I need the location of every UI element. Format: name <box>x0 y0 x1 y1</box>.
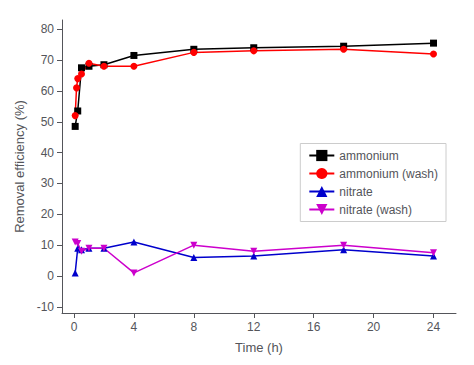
svg-text:40: 40 <box>41 146 55 160</box>
svg-text:4: 4 <box>131 320 138 334</box>
svg-text:-10: -10 <box>37 300 55 314</box>
svg-text:50: 50 <box>41 115 55 129</box>
svg-text:80: 80 <box>41 22 55 36</box>
svg-text:ammonium (wash): ammonium (wash) <box>339 167 438 181</box>
svg-text:70: 70 <box>41 53 55 67</box>
svg-text:12: 12 <box>247 320 261 334</box>
svg-text:10: 10 <box>41 238 55 252</box>
svg-text:60: 60 <box>41 84 55 98</box>
svg-text:24: 24 <box>427 320 441 334</box>
svg-text:20: 20 <box>41 207 55 221</box>
svg-text:0: 0 <box>71 320 78 334</box>
svg-text:0: 0 <box>47 269 54 283</box>
svg-text:8: 8 <box>190 320 197 334</box>
svg-text:Removal efficiency (%): Removal efficiency (%) <box>12 100 27 233</box>
svg-text:nitrate: nitrate <box>339 185 373 199</box>
svg-text:ammonium: ammonium <box>339 149 398 163</box>
svg-text:nitrate (wash): nitrate (wash) <box>339 203 412 217</box>
svg-text:30: 30 <box>41 176 55 190</box>
svg-text:20: 20 <box>367 320 381 334</box>
svg-text:16: 16 <box>307 320 321 334</box>
svg-text:Time (h): Time (h) <box>235 340 283 355</box>
